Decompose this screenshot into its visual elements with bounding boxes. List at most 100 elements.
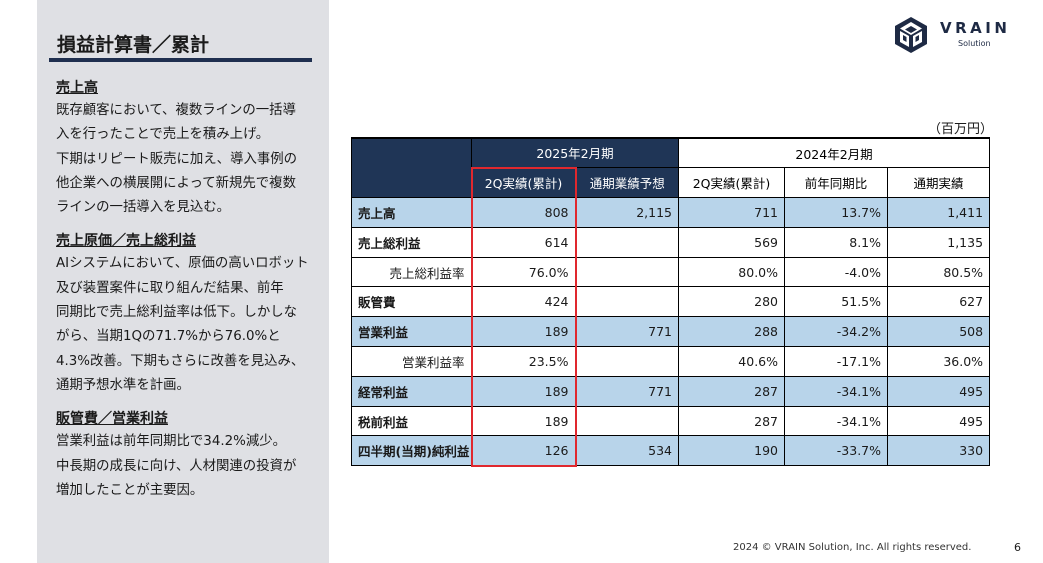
logo-wordmark: VRAIN (940, 19, 1011, 37)
table-cell: 288 (678, 316, 786, 348)
table-cell: 771 (574, 316, 680, 348)
table-cell: 36.0% (887, 346, 991, 377)
table-row: 販管費 424 280 51.5% 627 (351, 286, 991, 318)
table-cell: 189 (470, 316, 577, 348)
page-title: 損益計算書／累計 (57, 34, 210, 56)
column-header: 通期実績 (887, 167, 991, 199)
table-cell: 424 (470, 286, 577, 318)
row-label: 税前利益 (351, 405, 472, 437)
table-cell: 808 (470, 197, 577, 228)
table-cell: 189 (470, 375, 577, 407)
table-cell (574, 346, 680, 377)
table-row: 営業利益 189 771 288 -34.2% 508 (351, 316, 991, 348)
table-cell: 287 (678, 375, 786, 407)
table-cell: 330 (887, 435, 991, 467)
table-cell: 495 (887, 405, 991, 437)
section-revenue: 売上高 既存顧客において、複数ラインの一括導 入を行ったことで売上を積み上げ。 … (56, 77, 326, 220)
section-heading: 売上高 (56, 80, 98, 96)
row-label: 営業利益率 (351, 346, 472, 377)
section-line: AIシステムにおいて、原価の高いロボット (56, 256, 309, 272)
table-cell: -34.1% (784, 405, 889, 437)
table-cell: -17.1% (784, 346, 889, 377)
table-cell: 126 (470, 435, 577, 467)
section-sga-operating-profit: 販管費／営業利益 営業利益は前年同期比で34.2%減少。 中長期の成長に向け、人… (56, 408, 326, 503)
table-cell: 13.7% (784, 197, 889, 228)
section-line: 中長期の成長に向け、人材関連の投資が (56, 458, 297, 474)
table-row: 売上高 808 2,115 711 13.7% 1,411 (351, 197, 991, 228)
column-header: 通期業績予想 (574, 167, 680, 199)
table-cell: 23.5% (470, 346, 577, 377)
table-cell: 495 (887, 375, 991, 407)
table-cell: -4.0% (784, 256, 889, 288)
table-cell: 40.6% (678, 346, 786, 377)
section-line: 及び装置案件に取り組んだ結果、前年 (56, 280, 284, 296)
table-cell: 190 (678, 435, 786, 467)
table-cell: 287 (678, 405, 786, 437)
section-line: 他企業への横展開によって新規先で複数 (56, 175, 296, 191)
table-cell (574, 226, 680, 258)
table-cell: 189 (470, 405, 577, 437)
table-cell: 711 (678, 197, 786, 228)
row-label: 営業利益 (351, 316, 472, 348)
table-cell: 508 (887, 316, 991, 348)
table-cell: 51.5% (784, 286, 889, 318)
income-statement-table: 2025年2月期 2024年2月期 2Q実績(累計) 通期業績予想 2Q実績(累… (351, 137, 991, 467)
section-line: ラインの一括導入を見込む。 (56, 200, 231, 216)
logo-subtitle: Solution (958, 39, 991, 48)
row-label: 売上総利益 (351, 226, 472, 258)
row-label: 販管費 (351, 286, 472, 318)
table-row: 売上総利益 614 569 8.1% 1,135 (351, 226, 991, 258)
vrain-logo-icon (895, 17, 927, 53)
section-heading: 販管費／営業利益 (56, 411, 168, 428)
period-prior-header: 2024年2月期 (678, 137, 991, 169)
column-header-row: 2Q実績(累計) 通期業績予想 2Q実績(累計) 前年同期比 通期実績 (352, 166, 991, 199)
corner-cell (351, 137, 472, 199)
table-cell: 569 (678, 226, 786, 258)
period-current-header: 2025年2月期 (470, 137, 680, 169)
table-cell: 534 (574, 435, 680, 467)
table-cell: -34.2% (784, 316, 889, 348)
table-cell: 1,135 (887, 226, 991, 258)
table-cell: 1,411 (887, 197, 991, 228)
page-number: 6 (1014, 541, 1021, 554)
section-line: 増加したことが主要因。 (56, 482, 204, 498)
section-line: 入を行ったことで売上を積み上げ。 (56, 127, 270, 143)
table-cell: 627 (887, 286, 991, 318)
column-header: 前年同期比 (784, 167, 889, 199)
row-label: 経常利益 (351, 375, 472, 407)
table-cell (574, 256, 680, 288)
section-heading: 売上原価／売上総利益 (56, 233, 196, 250)
table-cell: 2,115 (574, 197, 680, 228)
table-cell: -34.1% (784, 375, 889, 407)
section-cost-gross-profit: 売上原価／売上総利益 AIシステムにおいて、原価の高いロボット 及び装置案件に取… (56, 230, 326, 398)
table-cell (574, 405, 680, 437)
table-body: 売上高 808 2,115 711 13.7% 1,411 売上総利益 614 569 8.1% 1… (351, 197, 991, 467)
table-cell: 80.0% (678, 256, 786, 288)
company-logo: VRAIN Solution (892, 14, 1032, 58)
table-cell (574, 286, 680, 318)
copyright-footer: 2024 © VRAIN Solution, Inc. All rights r… (733, 542, 972, 553)
section-line: 通期予想水準を計画。 (56, 377, 190, 393)
column-header: 2Q実績(累計) (470, 166, 577, 199)
table-cell: 76.0% (470, 256, 577, 288)
row-label: 売上高 (351, 197, 472, 228)
table-cell: 80.5% (887, 256, 991, 288)
table-row: 売上総利益率 76.0% 80.0% -4.0% 80.5% (351, 256, 991, 288)
column-header: 2Q実績(累計) (678, 167, 786, 199)
section-line: がら、当期1Qの71.7%から76.0%と (56, 329, 281, 345)
table-cell: 280 (678, 286, 786, 318)
table-cell: 8.1% (784, 226, 889, 258)
section-line: 営業利益は前年同期比で34.2%減少。 (56, 434, 287, 450)
section-line: 4.3%改善。下期もさらに改善を見込み、 (56, 353, 305, 369)
table-row: 税前利益 189 287 -34.1% 495 (351, 405, 991, 437)
table-row: 営業利益率 23.5% 40.6% -17.1% 36.0% (351, 346, 991, 377)
section-line: 同期比で売上総利益率は低下。しかしな (56, 305, 298, 321)
section-line: 既存顧客において、複数ラインの一括導 (56, 103, 296, 118)
table-cell: 771 (574, 375, 680, 407)
period-header-row: 2025年2月期 2024年2月期 (351, 137, 991, 199)
commentary-sidebar: 損益計算書／累計 売上高 既存顧客において、複数ラインの一括導 入を行ったことで… (37, 0, 329, 563)
section-line: 下期はリピート販売に加え、導入事例の (56, 151, 298, 167)
row-label: 売上総利益率 (351, 256, 472, 288)
table-cell: 614 (470, 226, 577, 258)
table-row: 四半期(当期)純利益 126 534 190 -33.7% 330 (351, 435, 991, 467)
